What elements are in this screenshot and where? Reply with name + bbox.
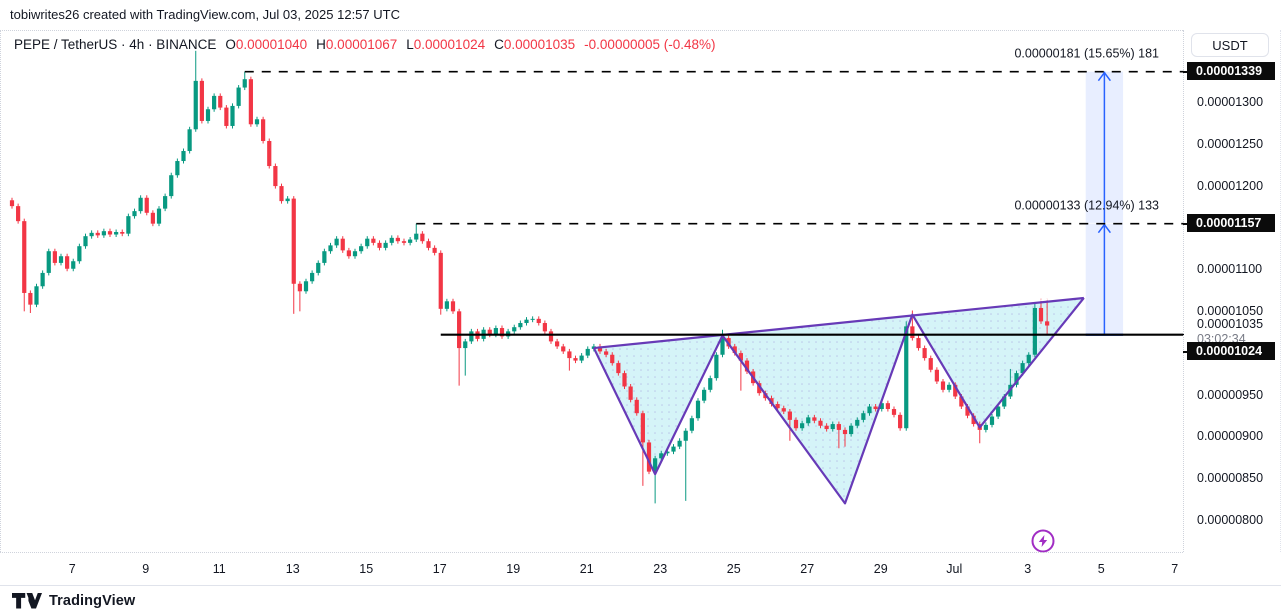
- footer-bar: TradingView: [0, 585, 1281, 616]
- ohlc-value: 0.00001024: [413, 37, 486, 52]
- ohlc-key: O: [225, 37, 236, 52]
- chart-pane[interactable]: 0.00000181 (15.65%) 181 0.00000133 (12.94…: [0, 30, 1184, 553]
- ohlc-value: 0.00001067: [325, 37, 398, 52]
- time-axis-label: 17: [432, 562, 447, 576]
- candles: [9, 50, 1050, 504]
- price-axis-label: 0.00000800: [1197, 512, 1264, 527]
- candlestick-chart[interactable]: 0.00000181 (15.65%) 181 0.00000133 (12.94…: [1, 31, 1184, 553]
- ohlc-values: O0.00001040 H0.00001067 L0.00001024 C0.0000…: [216, 37, 575, 52]
- time-axis-label: 5: [1097, 562, 1105, 576]
- price-axis-label: 0.00000850: [1197, 471, 1264, 485]
- price-axis-label: 0.00001100: [1197, 262, 1263, 277]
- watermark-text: tobiwrites26 created with TradingView.co…: [10, 7, 400, 22]
- time-axis[interactable]: 7 9 11 13 15 17 19 21 23 25 27 29 Jul 3 5 7: [0, 552, 1183, 585]
- time-axis-label: 9: [142, 562, 150, 576]
- ohlc-value: 0.00001035: [503, 37, 576, 52]
- measurement-label: 0.00000133 (12.94%) 133: [1014, 199, 1159, 213]
- time-axis-label: 7: [1171, 562, 1179, 576]
- symbol-title[interactable]: PEPE / TetherUS · 4h · BINANCE: [14, 37, 217, 52]
- time-axis-label: 13: [285, 562, 300, 576]
- price-range-measurement[interactable]: 0.00000181 (15.65%) 181: [1014, 47, 1159, 223]
- badge-tick-mark: [1183, 350, 1189, 353]
- lightning-boost-icon[interactable]: [1031, 529, 1055, 553]
- price-level-badge[interactable]: 0.00001157: [1183, 213, 1275, 232]
- price-axis-label: 0.00001250: [1197, 137, 1264, 151]
- price-level-badge[interactable]: 0.00001024: [1183, 341, 1275, 360]
- time-axis-label: 21: [579, 562, 594, 576]
- ohlc-key: C: [494, 37, 504, 52]
- price-axis-label: 0.00000900: [1197, 429, 1264, 444]
- badge-tick-mark: [1183, 222, 1189, 225]
- brand-name[interactable]: TradingView: [49, 593, 136, 609]
- time-axis-label: 19: [506, 562, 521, 576]
- price-axis-label: 0.00001300: [1197, 95, 1264, 110]
- time-axis-label: 27: [800, 562, 815, 576]
- head-and-shoulders-outline[interactable]: [592, 297, 1085, 505]
- price-axis-label: 0.00001050: [1197, 304, 1264, 318]
- ohlc-key: L: [406, 37, 414, 52]
- current-price-label: 0.00001035: [1197, 316, 1264, 331]
- time-axis-label: 7: [68, 562, 76, 576]
- price-axis-label: 0.00001200: [1197, 178, 1264, 193]
- time-axis-label: Jul: [946, 562, 963, 576]
- time-axis-label: 23: [653, 562, 668, 576]
- measurement-label: 0.00000181 (15.65%) 181: [1014, 47, 1159, 61]
- change-value: -0.00000005 (-0.48%): [584, 37, 716, 52]
- badge-tick-mark: [1183, 70, 1189, 73]
- price-level-badge[interactable]: 0.00001339: [1183, 61, 1275, 80]
- ohlc-value: 0.00001040: [235, 37, 308, 52]
- pattern-top-line[interactable]: [593, 296, 1084, 350]
- time-axis-label: 15: [359, 562, 374, 576]
- time-axis-label: 3: [1024, 562, 1032, 576]
- currency-chip[interactable]: USDT: [1191, 33, 1269, 57]
- price-axis-label: 0.00000950: [1197, 387, 1264, 402]
- tradingview-logo-icon[interactable]: [12, 593, 42, 609]
- time-axis-label: 25: [726, 562, 741, 576]
- ohlc-key: H: [316, 37, 326, 52]
- symbol-header: PEPE / TetherUS · 4h · BINANCE O0.0000104…: [14, 37, 716, 52]
- price-range-measurement[interactable]: 0.00000133 (12.94%) 133: [1014, 199, 1159, 336]
- time-axis-label: 11: [212, 562, 226, 576]
- price-axis[interactable]: USDT 0.00001300 0.00001250 0.00001200 0.000…: [1183, 30, 1281, 552]
- time-axis-label: 29: [873, 562, 888, 576]
